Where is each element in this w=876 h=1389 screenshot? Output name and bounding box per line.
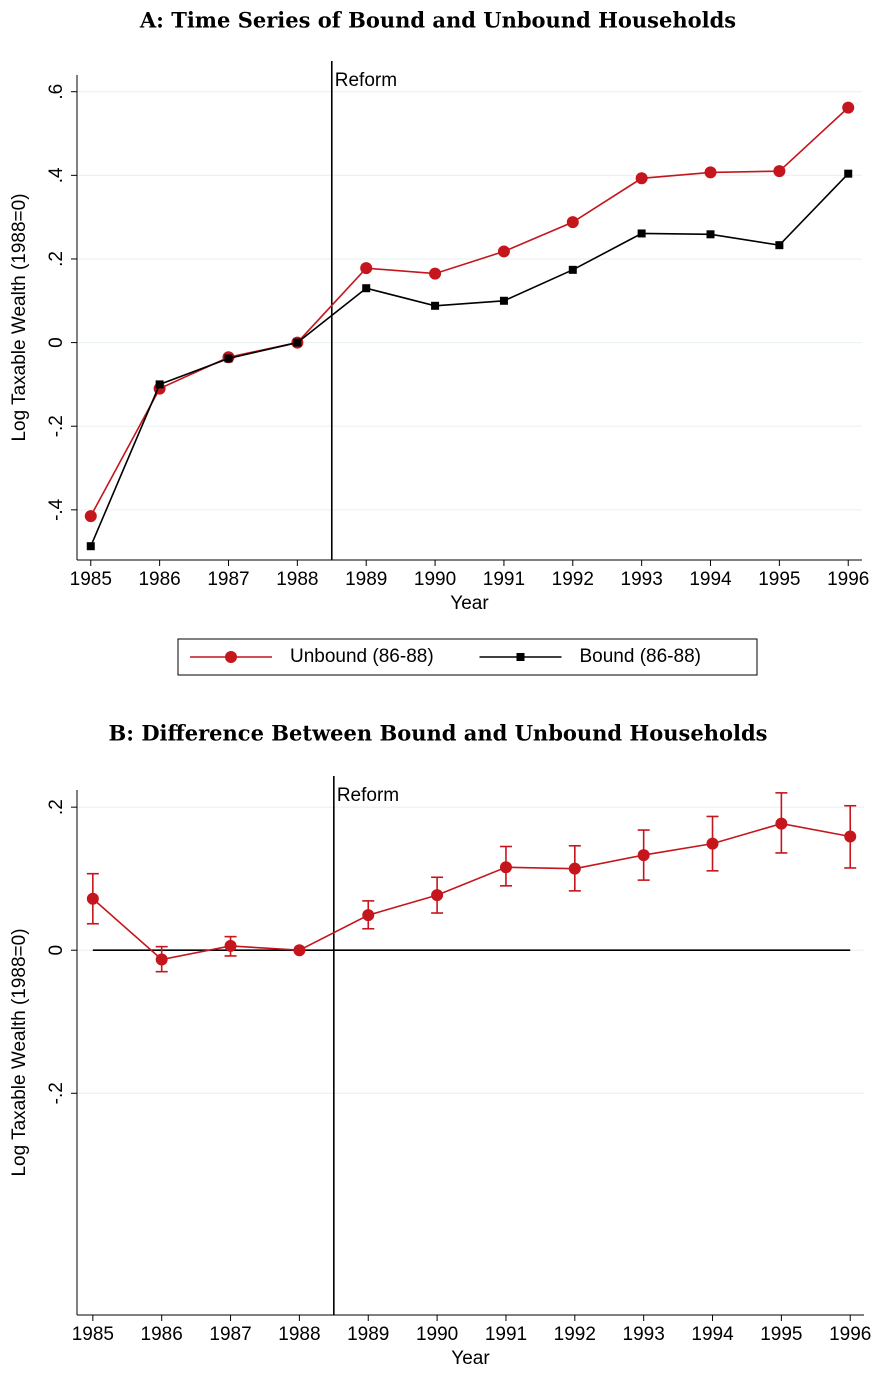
x-tick-label: 1990 [414,569,456,590]
x-tick-label: 1985 [72,1324,114,1345]
x-tick-label: 1996 [827,569,869,590]
x-tick-label: 1993 [621,569,663,590]
data-point [155,953,168,966]
data-point [844,830,857,843]
data-point [84,510,97,523]
x-tick-label: 1986 [141,1324,183,1345]
data-point [568,265,577,274]
y-axis-title: Log Taxable Wealth (1988=0) [9,928,30,1176]
y-tick-label: .6 [46,84,67,100]
legend-label: Unbound (86-88) [290,646,434,667]
data-point [844,169,853,178]
data-point [842,101,855,114]
y-tick-label: .4 [46,167,67,183]
x-tick-label: 1994 [689,569,732,590]
data-point [497,245,510,258]
x-tick-label: 1988 [276,569,318,590]
x-tick-label: 1991 [483,569,525,590]
data-point [706,837,719,850]
data-point [635,172,648,185]
x-tick-label: 1993 [623,1324,665,1345]
series-line [92,822,851,961]
data-point [775,817,788,830]
data-point [155,380,164,389]
y-tick-label: 0 [46,337,67,348]
y-axis-title: Log Taxable Wealth (1988=0) [9,193,30,441]
data-point [86,542,95,551]
data-point [704,166,717,179]
data-point [86,892,99,905]
data-point [499,861,512,874]
y-tick-label: -.2 [46,415,67,437]
x-tick-label: 1992 [552,569,594,590]
x-tick-label: 1987 [209,1324,251,1345]
data-point [224,354,233,363]
x-axis-title: Year [450,593,489,614]
x-tick-label: 1994 [691,1324,734,1345]
annotation-label: Reform [337,785,399,806]
x-tick-label: 1995 [760,1324,802,1345]
legend-label: Bound (86-88) [580,646,701,667]
data-point [293,338,302,347]
y-tick-label: -.2 [46,1082,67,1104]
data-point [568,862,581,875]
data-point [637,849,650,862]
data-point [362,284,371,293]
data-point [429,267,442,280]
x-tick-label: 1995 [758,569,800,590]
legend-marker [225,651,237,663]
annotation-label: Reform [335,70,397,91]
x-tick-label: 1987 [207,569,249,590]
data-point [775,241,784,250]
data-point [431,301,440,310]
x-tick-label: 1992 [554,1324,596,1345]
data-point [224,939,237,952]
y-tick-label: .2 [46,251,67,267]
y-tick-label: 0 [46,945,67,956]
data-point [637,229,646,238]
x-tick-label: 1985 [70,569,112,590]
x-tick-label: 1990 [416,1324,458,1345]
data-point [362,909,375,922]
data-point [360,262,373,275]
x-tick-label: 1988 [278,1324,320,1345]
x-tick-label: 1989 [347,1324,389,1345]
chart-title: B: Difference Between Bound and Unbound … [109,721,768,746]
data-point [566,216,579,229]
legend-marker [516,653,525,661]
x-tick-label: 1989 [345,569,387,590]
y-tick-label: .2 [46,799,67,815]
data-point [431,889,444,902]
data-point [293,944,306,957]
data-point [499,296,508,305]
data-point [773,165,786,178]
data-point [706,230,715,239]
x-tick-label: 1996 [829,1324,871,1345]
y-tick-label: -.4 [46,498,67,521]
chart-title: A: Time Series of Bound and Unbound Hous… [139,8,736,33]
legend-box [177,638,758,676]
series-line [90,107,849,517]
x-axis-title: Year [451,1348,490,1369]
x-tick-label: 1986 [138,569,180,590]
series-line [90,173,849,547]
x-tick-label: 1991 [485,1324,527,1345]
